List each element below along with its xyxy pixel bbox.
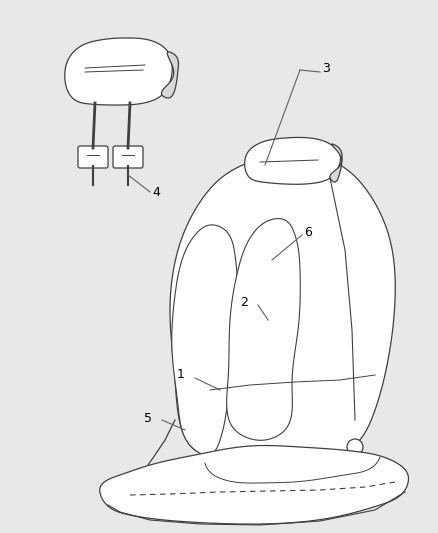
FancyBboxPatch shape (78, 146, 108, 168)
Polygon shape (100, 446, 409, 524)
Polygon shape (162, 52, 178, 98)
Text: 4: 4 (152, 187, 160, 199)
Text: 6: 6 (304, 227, 312, 239)
Text: 3: 3 (322, 61, 330, 75)
Circle shape (347, 439, 363, 455)
Polygon shape (65, 38, 172, 105)
Polygon shape (330, 144, 342, 182)
Polygon shape (227, 219, 300, 440)
Polygon shape (245, 138, 340, 184)
Polygon shape (172, 225, 238, 455)
Text: 1: 1 (177, 367, 185, 381)
Polygon shape (170, 155, 395, 460)
FancyBboxPatch shape (113, 146, 143, 168)
Text: 5: 5 (144, 411, 152, 424)
Text: 2: 2 (240, 295, 248, 309)
